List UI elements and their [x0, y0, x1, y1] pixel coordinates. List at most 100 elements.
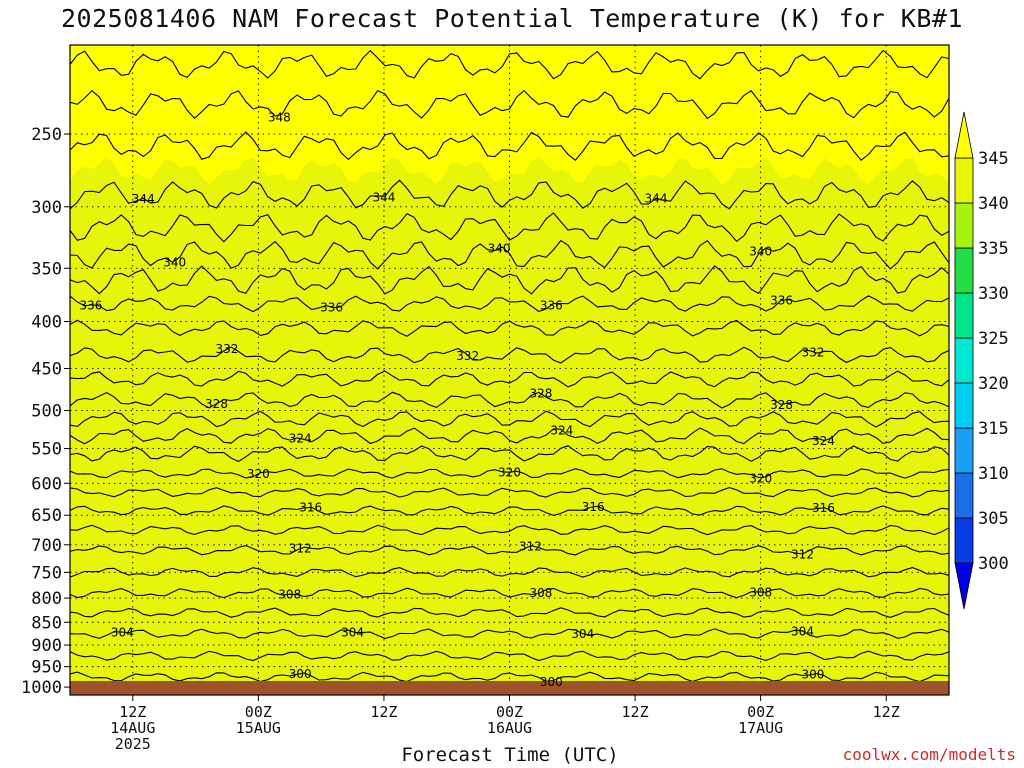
contour-lines — [70, 49, 949, 683]
contour-label: 320 — [749, 471, 772, 485]
x-axis-label: Forecast Time (UTC) — [401, 744, 619, 766]
ytick-label: 900 — [31, 636, 62, 656]
contour-350 — [70, 49, 949, 80]
contour-316 — [70, 505, 949, 516]
credit-link[interactable]: coolwx.com/modelts — [842, 745, 1016, 764]
ytick-label: 650 — [31, 506, 62, 526]
ytick-label: 400 — [31, 313, 62, 333]
contour-label: 308 — [278, 588, 301, 602]
contour-label: 348 — [268, 110, 291, 124]
colorbar-box — [954, 337, 974, 384]
contour-330 — [70, 370, 949, 388]
contour-336 — [70, 295, 949, 313]
contour-320 — [70, 468, 949, 479]
contour-342 — [70, 212, 949, 243]
contour-label: 316 — [582, 500, 605, 514]
contour-label: 316 — [812, 501, 835, 515]
contour-label: 340 — [163, 256, 186, 270]
contour-label: 308 — [529, 586, 552, 600]
colorbar-label: 340 — [978, 194, 1009, 214]
contour-label: 324 — [550, 423, 573, 437]
contour-label: 324 — [289, 431, 312, 445]
ytick-label: 550 — [31, 440, 62, 460]
contour-label: 312 — [791, 547, 814, 561]
contour-label: 300 — [289, 667, 312, 681]
contour-318 — [70, 487, 949, 498]
contour-label: 332 — [456, 349, 479, 363]
colorbar: 345 340 335 330 325 320 315 310 305 300 — [954, 111, 1009, 610]
contour-324 — [70, 427, 949, 445]
contour-label: 336 — [540, 298, 563, 312]
y-axis-ticks: 250 300 350 400 450 500 550 600 650 700 750 800 850 9… — [21, 125, 70, 698]
colorbar-top-arrow — [954, 111, 974, 159]
contour-label: 300 — [540, 675, 563, 689]
xtick-label: 12Z — [370, 703, 397, 721]
grid-lines — [70, 45, 949, 695]
ytick-label: 250 — [31, 125, 62, 145]
xtick-label: 12Z — [119, 703, 146, 721]
contour-label: 340 — [749, 245, 772, 259]
ytick-label: 300 — [31, 198, 62, 218]
xtick-label: 16AUG — [487, 719, 532, 737]
contour-label: 328 — [529, 387, 552, 401]
contour-label: 320 — [247, 467, 270, 481]
contour-322 — [70, 445, 949, 463]
colorbar-box — [954, 472, 974, 519]
colorbar-box — [954, 427, 974, 474]
colorbar-bottom-arrow — [954, 562, 974, 610]
contour-label: 340 — [488, 241, 511, 255]
xtick-label: 00Z — [245, 703, 272, 721]
ground-surface-band — [70, 681, 949, 695]
colorbar-label: 335 — [978, 239, 1009, 259]
xtick-label: 17AUG — [738, 719, 783, 737]
contour-label: 328 — [770, 398, 793, 412]
colorbar-label: 305 — [978, 509, 1009, 529]
contour-label: 304 — [571, 627, 594, 641]
colorbar-label: 310 — [978, 464, 1009, 484]
contour-label: 336 — [770, 294, 793, 308]
colorbar-box — [954, 517, 974, 564]
colorbar-box — [954, 382, 974, 429]
xtick-label: 00Z — [496, 703, 523, 721]
ytick-label: 950 — [31, 658, 62, 678]
contour-label: 304 — [341, 625, 364, 639]
xtick-label: 15AUG — [236, 719, 281, 737]
ytick-label: 450 — [31, 360, 62, 380]
ytick-label: 500 — [31, 402, 62, 422]
colorbar-label: 330 — [978, 284, 1009, 304]
contour-328 — [70, 391, 949, 409]
xtick-label: 14AUG — [110, 719, 155, 737]
ytick-label: 700 — [31, 536, 62, 556]
contour-label: 312 — [519, 539, 542, 553]
contour-label: 336 — [320, 301, 343, 315]
contour-label: 332 — [802, 346, 825, 360]
contour-label: 316 — [299, 501, 322, 515]
ytick-label: 1000 — [21, 678, 62, 698]
colorbar-box — [954, 202, 974, 249]
xtick-label: 12Z — [873, 703, 900, 721]
ytick-label: 350 — [31, 259, 62, 279]
contour-308 — [70, 587, 949, 599]
contour-label: 344 — [132, 192, 155, 206]
contour-302 — [70, 650, 949, 662]
ytick-label: 600 — [31, 474, 62, 494]
xtick-label: 12Z — [622, 703, 649, 721]
contour-label: 304 — [111, 626, 134, 640]
colorbar-label: 325 — [978, 329, 1009, 349]
colorbar-label: 300 — [978, 554, 1009, 574]
colorbar-label: 315 — [978, 419, 1009, 439]
contour-314 — [70, 524, 949, 536]
xtick-label: 00Z — [747, 703, 774, 721]
colorbar-label: 345 — [978, 149, 1009, 169]
contour-label: 304 — [791, 624, 814, 638]
ytick-label: 750 — [31, 563, 62, 583]
contour-label: 336 — [79, 298, 102, 312]
ytick-label: 800 — [31, 589, 62, 609]
contour-label: 324 — [812, 434, 835, 448]
contour-label: 328 — [205, 397, 228, 411]
contour-label: 300 — [802, 668, 825, 682]
colorbar-box — [954, 292, 974, 339]
xtick-label: 2025 — [115, 735, 151, 753]
